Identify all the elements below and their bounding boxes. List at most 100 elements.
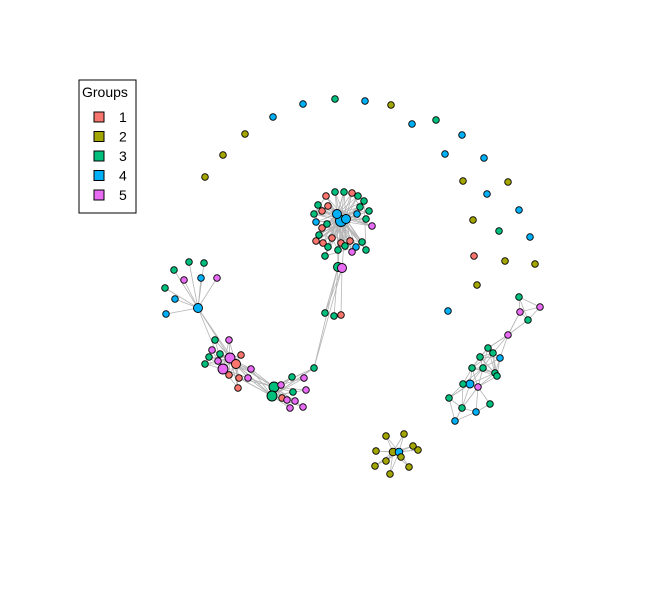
legend-box [78, 79, 137, 214]
node-group-3 [356, 203, 364, 211]
edge [462, 367, 484, 385]
node-group-3 [331, 188, 339, 196]
edge [469, 372, 496, 385]
node-group-3 [205, 353, 213, 361]
node-group-2 [382, 432, 390, 440]
node-group-4 [480, 154, 488, 162]
edge [507, 311, 521, 336]
node-group-2 [387, 101, 395, 109]
node-group-3 [170, 266, 178, 274]
node-group-3 [310, 364, 318, 372]
node-group-3 [323, 220, 331, 228]
edges-layer [164, 191, 541, 475]
node-group-5 [225, 336, 233, 344]
node-group-4 [312, 218, 320, 226]
node-group-1 [225, 371, 233, 379]
node-group-4 [269, 113, 277, 121]
node-group-1 [234, 384, 242, 392]
node-group-5 [180, 276, 188, 284]
node-group-1 [470, 252, 478, 260]
node-group-4 [526, 233, 534, 241]
legend-label-5: 5 [119, 187, 127, 203]
legend-title: Groups [82, 84, 128, 100]
edge [313, 267, 343, 369]
legend-label-3: 3 [119, 148, 127, 164]
node-group-4 [483, 190, 491, 198]
node-group-3 [334, 246, 342, 254]
edge [173, 269, 199, 309]
node-group-2 [371, 462, 379, 470]
node-group-4 [332, 209, 342, 219]
node-group-5 [337, 263, 347, 273]
node-group-5 [277, 381, 285, 389]
legend-swatch-2 [93, 131, 105, 142]
node-group-3 [216, 350, 224, 358]
edge [454, 411, 477, 422]
node-group-2 [386, 470, 394, 478]
edge [487, 334, 509, 349]
node-group-2 [501, 257, 509, 265]
edge [336, 210, 370, 215]
node-group-3 [489, 349, 497, 357]
node-group-4 [353, 210, 361, 218]
node-group-3 [331, 95, 339, 103]
node-group-5 [244, 374, 252, 382]
node-group-3 [493, 372, 501, 380]
node-group-5 [217, 363, 229, 375]
edge [471, 352, 494, 369]
node-group-3 [486, 400, 494, 408]
node-group-2 [459, 177, 467, 185]
node-group-3 [340, 188, 348, 196]
node-group-1 [337, 311, 345, 319]
node-group-1 [328, 234, 336, 242]
edge [238, 377, 273, 397]
edge [271, 377, 305, 397]
node-group-3 [476, 353, 484, 361]
node-group-4 [299, 100, 307, 108]
node-group-5 [536, 303, 544, 311]
node-group-3 [445, 394, 453, 402]
node-group-2 [473, 281, 481, 289]
node-group-1 [319, 239, 327, 247]
edge [487, 347, 496, 374]
node-group-2 [400, 430, 408, 438]
node-group-1 [237, 351, 245, 359]
node-group-4 [171, 295, 179, 303]
edge [165, 307, 199, 315]
edge [318, 234, 363, 243]
node-group-3 [161, 284, 169, 292]
node-group-3 [484, 344, 492, 352]
node-group-5 [516, 308, 524, 316]
edge [324, 267, 343, 314]
node-group-3 [524, 316, 532, 324]
node-group-3 [321, 309, 329, 317]
node-group-4 [451, 417, 459, 425]
edge [475, 386, 479, 413]
node-group-3 [459, 380, 467, 388]
edge [345, 218, 353, 253]
node-group-3 [211, 336, 219, 344]
legend-swatch-3 [93, 150, 105, 162]
node-group-3 [201, 360, 209, 368]
node-group-4 [193, 303, 203, 313]
node-group-3 [458, 404, 466, 412]
node-group-3 [479, 364, 487, 372]
node-group-2 [414, 446, 422, 454]
node-group-4 [496, 354, 504, 362]
node-group-3 [321, 252, 329, 260]
edge [326, 223, 342, 244]
node-group-2 [397, 453, 405, 461]
edge [271, 389, 307, 397]
edge [461, 383, 464, 409]
node-group-5 [504, 331, 512, 339]
legend-label-4: 4 [119, 168, 127, 184]
legend-label-1: 1 [119, 109, 127, 125]
node-group-5 [368, 222, 376, 230]
edge [271, 367, 315, 397]
node-group-2 [201, 173, 209, 181]
edge [164, 287, 199, 309]
node-group-3 [468, 364, 476, 372]
node-group-2 [372, 447, 380, 455]
node-group-1 [231, 359, 241, 369]
node-group-2 [409, 442, 417, 450]
